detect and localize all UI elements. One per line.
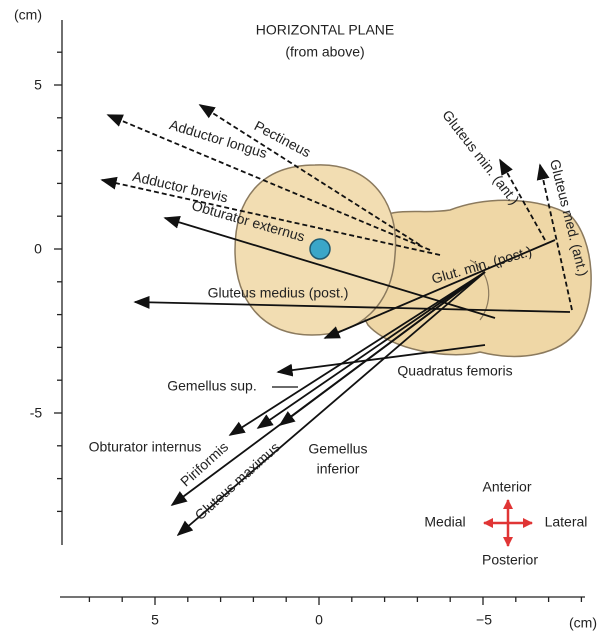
subtitle: (from above) [285,44,364,60]
muscle-label: Gemellus sup. [167,378,256,394]
title: HORIZONTAL PLANE [256,22,394,38]
femur [235,165,591,357]
muscle-label: Gemellus [308,441,367,457]
compass-label: Posterior [482,552,538,568]
y-tick-label: 0 [34,241,42,257]
y-unit: (cm) [14,7,42,23]
y-tick-label: 5 [34,77,42,93]
muscle-label: Obturator internus [89,439,202,455]
muscle-label: Adductor longus [168,116,269,161]
muscle-label: Gluteus min. (ant.) [439,107,523,208]
x-tick-label: −5 [476,612,492,628]
y-tick-label: -5 [30,405,43,421]
muscle-label: Quadratus femoris [397,363,512,379]
diagram: HORIZONTAL PLANE (from above) (cm) (cm) … [0,0,603,638]
muscle-label: inferior [317,461,360,477]
compass [484,500,532,546]
compass-label: Medial [424,514,465,530]
muscle-label: Adductor brevis [131,168,229,205]
compass-label: Anterior [482,479,531,495]
compass-label: Lateral [545,514,588,530]
x-tick-label: 5 [151,612,159,628]
x-unit: (cm) [569,615,597,631]
muscle-label: Gluteus medius (post.) [208,285,349,301]
x-tick-label: 0 [315,612,323,628]
